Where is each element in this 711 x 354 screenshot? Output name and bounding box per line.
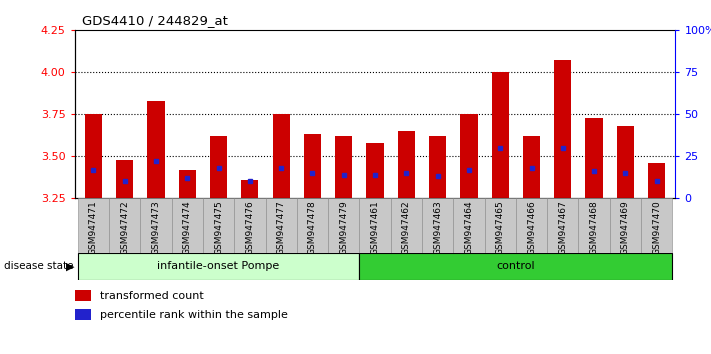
- Bar: [85, 114, 102, 198]
- Text: disease state: disease state: [4, 261, 73, 272]
- Bar: [328, 198, 359, 253]
- Text: GSM947467: GSM947467: [558, 200, 567, 255]
- Bar: [554, 60, 572, 198]
- Text: GSM947463: GSM947463: [433, 200, 442, 255]
- Bar: [485, 198, 516, 253]
- Text: GSM947475: GSM947475: [214, 200, 223, 255]
- Bar: [366, 143, 384, 198]
- Bar: [147, 101, 165, 198]
- Bar: [109, 198, 140, 253]
- Bar: [579, 198, 610, 253]
- Text: infantile-onset Pompe: infantile-onset Pompe: [157, 261, 279, 272]
- Bar: [397, 131, 415, 198]
- Bar: [335, 136, 353, 198]
- Bar: [77, 198, 109, 253]
- Bar: [296, 198, 328, 253]
- Bar: [178, 170, 196, 198]
- Bar: [272, 114, 290, 198]
- Bar: [641, 198, 673, 253]
- Text: GSM947474: GSM947474: [183, 200, 192, 255]
- Text: GSM947471: GSM947471: [89, 200, 98, 255]
- Text: GSM947462: GSM947462: [402, 200, 411, 255]
- Text: GSM947461: GSM947461: [370, 200, 380, 255]
- Bar: [140, 198, 171, 253]
- Text: ▶: ▶: [66, 261, 75, 272]
- Bar: [547, 198, 579, 253]
- Text: GSM947477: GSM947477: [277, 200, 286, 255]
- Text: control: control: [496, 261, 535, 272]
- Text: percentile rank within the sample: percentile rank within the sample: [100, 310, 288, 320]
- Text: GSM947468: GSM947468: [589, 200, 599, 255]
- Bar: [75, 290, 92, 301]
- Bar: [422, 198, 454, 253]
- Bar: [648, 163, 665, 198]
- Bar: [203, 198, 234, 253]
- Bar: [460, 114, 478, 198]
- Bar: [491, 72, 509, 198]
- Bar: [77, 253, 359, 280]
- Bar: [210, 136, 228, 198]
- Text: transformed count: transformed count: [100, 291, 203, 301]
- Text: GSM947466: GSM947466: [527, 200, 536, 255]
- Text: GSM947476: GSM947476: [245, 200, 255, 255]
- Bar: [234, 198, 265, 253]
- Text: GSM947473: GSM947473: [151, 200, 161, 255]
- Bar: [241, 180, 259, 198]
- Text: GDS4410 / 244829_at: GDS4410 / 244829_at: [82, 14, 228, 27]
- Bar: [610, 198, 641, 253]
- Bar: [75, 309, 92, 320]
- Text: GSM947465: GSM947465: [496, 200, 505, 255]
- Text: GSM947469: GSM947469: [621, 200, 630, 255]
- Bar: [171, 198, 203, 253]
- Bar: [265, 198, 296, 253]
- Bar: [429, 136, 447, 198]
- Bar: [391, 198, 422, 253]
- Text: GSM947470: GSM947470: [652, 200, 661, 255]
- Bar: [516, 198, 547, 253]
- Text: GSM947472: GSM947472: [120, 200, 129, 255]
- Bar: [359, 253, 673, 280]
- Bar: [454, 198, 485, 253]
- Bar: [523, 136, 540, 198]
- Bar: [359, 198, 391, 253]
- Bar: [116, 160, 134, 198]
- Text: GSM947478: GSM947478: [308, 200, 317, 255]
- Bar: [616, 126, 634, 198]
- Text: GSM947464: GSM947464: [464, 200, 474, 255]
- Bar: [304, 135, 321, 198]
- Text: GSM947479: GSM947479: [339, 200, 348, 255]
- Bar: [585, 118, 603, 198]
